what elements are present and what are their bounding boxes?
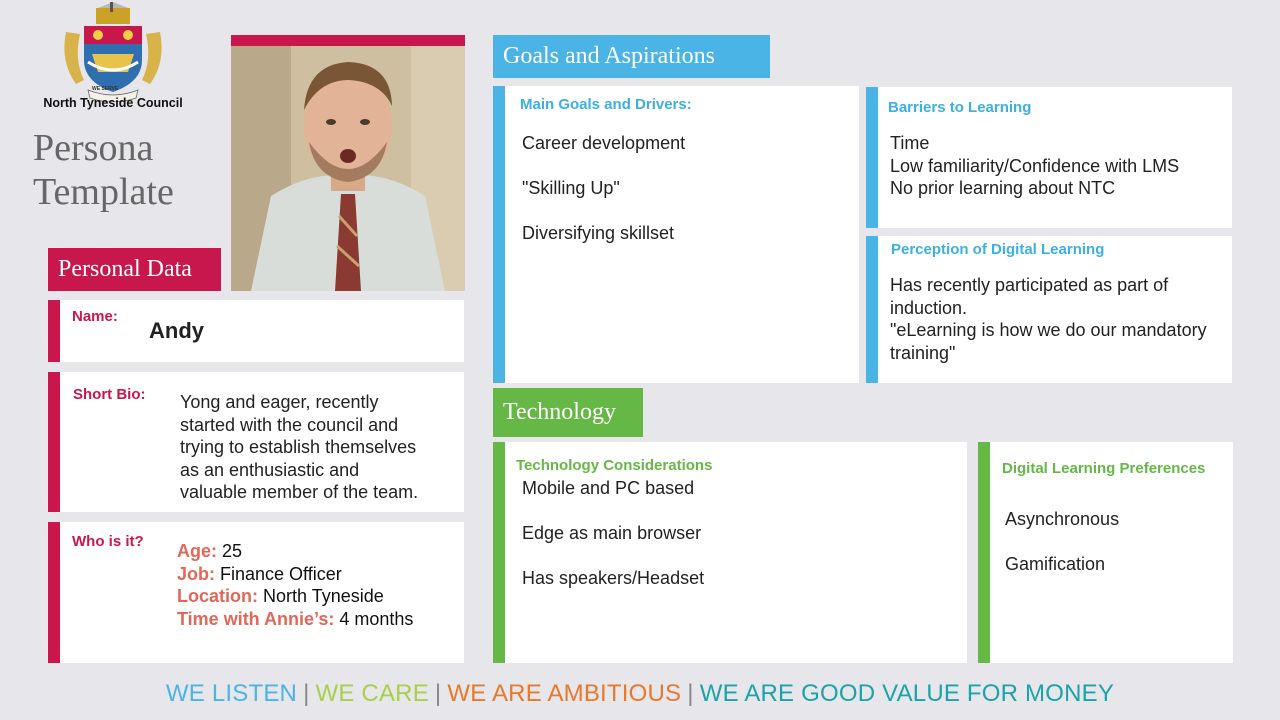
value-we-listen: WE LISTEN <box>165 680 298 707</box>
job-key: Job: <box>177 563 215 584</box>
council-crest-logo <box>58 2 168 114</box>
perception-line: Has recently participated as part of <box>890 275 1169 295</box>
name-card: Name: Andy <box>48 300 464 362</box>
job-value: Finance Officer <box>215 563 342 584</box>
value-we-are-ambitious: WE ARE AMBITIOUS <box>447 680 682 707</box>
who-tenure: Time with Annie’s: 4 months <box>177 608 472 631</box>
digital-preferences-card: Digital Learning Preferences Asynchronou… <box>978 442 1233 663</box>
digital-preferences-list: Asynchronous Gamification <box>1005 508 1235 598</box>
list-item: Career development <box>522 133 686 153</box>
who-details: Age: 25 Job: Finance Officer Location: N… <box>177 540 472 630</box>
barriers-card: Barriers to Learning Time Low familiarit… <box>866 87 1232 228</box>
footer-separator: | <box>303 680 310 707</box>
list-item: "Skilling Up" <box>522 178 620 198</box>
value-good-value: WE ARE GOOD VALUE FOR MONEY <box>699 680 1115 707</box>
who-is-it-card: Who is it? Age: 25 Job: Finance Officer … <box>48 522 464 663</box>
list-item: Mobile and PC based <box>522 478 695 498</box>
bio-line: valuable member of the team. <box>180 482 419 502</box>
short-bio-text: Yong and eager, recently started with th… <box>180 391 470 504</box>
list-item: Time <box>890 133 930 153</box>
photo-accent-bar <box>231 35 465 46</box>
digital-preferences-label: Digital Learning Preferences <box>1002 460 1206 477</box>
tech-considerations-label: Technology Considerations <box>516 457 713 474</box>
list-item: Has speakers/Headset <box>522 568 705 588</box>
crest-motto: WE SERVE <box>92 86 119 92</box>
bio-line: as an enthusiastic and <box>180 459 360 480</box>
list-item: Asynchronous <box>1005 509 1120 529</box>
page-title-line1: Persona <box>33 127 154 169</box>
tech-considerations-list: Mobile and PC based Edge as main browser… <box>522 477 962 612</box>
section-header-personal-data: Personal Data <box>48 248 221 291</box>
tenure-value: 4 months <box>334 608 414 629</box>
perception-card: Perception of Digital Learning Has recen… <box>866 236 1232 383</box>
value-we-care: WE CARE <box>315 680 429 707</box>
list-item: Diversifying skillset <box>522 223 675 243</box>
tech-considerations-card: Technology Considerations Mobile and PC … <box>493 442 967 663</box>
council-name: North Tyneside Council <box>43 96 183 110</box>
list-item: Low familiarity/Confidence with LMS <box>890 155 1180 176</box>
list-item: No prior learning about NTC <box>890 178 1116 198</box>
persona-photo <box>231 46 465 291</box>
bio-line: Yong and eager, recently <box>180 392 379 412</box>
who-is-it-label: Who is it? <box>72 533 144 550</box>
footer-separator: | <box>434 680 442 707</box>
bio-line: trying to establish themselves <box>180 437 417 457</box>
who-location: Location: North Tyneside <box>177 585 472 608</box>
main-goals-label: Main Goals and Drivers: <box>520 96 692 113</box>
name-value: Andy <box>149 318 204 343</box>
values-footer: WE LISTEN | WE CARE | WE ARE AMBITIOUS | WE AR… <box>0 680 1280 708</box>
perception-label: Perception of Digital Learning <box>891 241 1105 258</box>
list-item: Gamification <box>1005 554 1106 574</box>
barriers-list: Time Low familiarity/Confidence with LMS… <box>890 132 1230 200</box>
short-bio-label: Short Bio: <box>73 386 146 403</box>
section-header-technology: Technology <box>493 388 643 437</box>
location-key: Location: <box>177 586 258 606</box>
page-title-line2: Template <box>33 171 174 213</box>
footer-separator: | <box>687 680 694 707</box>
perception-text: Has recently participated as part of ind… <box>890 274 1235 364</box>
main-goals-card: Main Goals and Drivers: Career developme… <box>493 86 859 383</box>
section-header-goals: Goals and Aspirations <box>493 35 770 78</box>
perception-line: "eLearning is how we do our mandatory <box>890 320 1207 340</box>
name-label: Name: <box>72 308 118 325</box>
tenure-key: Time with Annie’s: <box>177 608 335 629</box>
bio-line: started with the council and <box>180 414 399 435</box>
perception-line: induction. <box>890 297 968 318</box>
perception-line: training" <box>890 342 956 363</box>
age-value: 25 <box>217 541 243 561</box>
age-key: Age: <box>177 541 217 561</box>
barriers-label: Barriers to Learning <box>888 99 1032 116</box>
short-bio-card: Short Bio: Yong and eager, recently star… <box>48 372 464 512</box>
location-value: North Tyneside <box>258 586 384 606</box>
list-item: Edge as main browser <box>522 523 702 543</box>
page-title: Persona Template <box>33 126 233 214</box>
main-goals-list: Career development "Skilling Up" Diversi… <box>522 132 852 267</box>
who-age: Age: 25 <box>177 540 472 563</box>
who-job: Job: Finance Officer <box>177 563 472 586</box>
